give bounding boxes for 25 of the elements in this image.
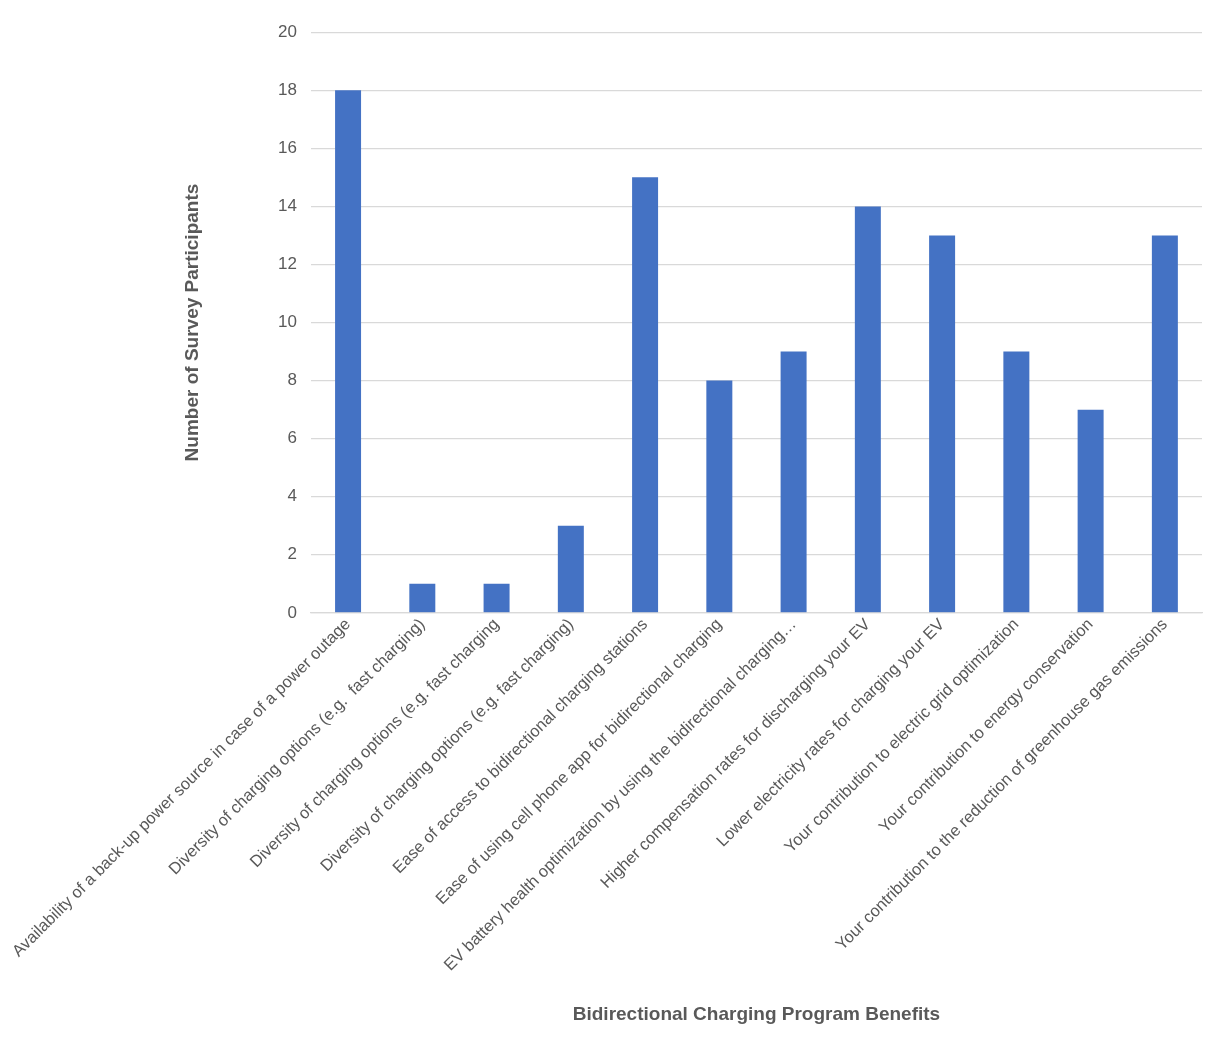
y-tick-label: 12 <box>278 254 297 274</box>
bar <box>632 177 659 613</box>
bar <box>483 583 510 613</box>
bar <box>335 90 362 613</box>
y-tick-label: 14 <box>278 196 297 216</box>
bar <box>1003 351 1030 613</box>
x-axis-title: Bidirectional Charging Program Benefits <box>572 1002 941 1024</box>
bar <box>929 235 956 613</box>
bar <box>1077 409 1104 613</box>
y-tick-label: 18 <box>278 79 297 99</box>
y-tick-label: 4 <box>287 486 297 506</box>
y-tick-label: 16 <box>278 138 297 158</box>
bar <box>409 583 436 613</box>
y-tick-label: 10 <box>278 312 297 332</box>
y-tick-label: 8 <box>287 370 297 390</box>
y-axis-title: Number of Survey Participants <box>180 183 202 462</box>
bar <box>854 206 881 613</box>
y-tick-label: 0 <box>287 602 297 622</box>
bar <box>780 351 807 613</box>
y-tick-label: 2 <box>287 544 297 564</box>
bar <box>1151 235 1178 613</box>
y-tick-label: 20 <box>278 21 297 41</box>
bar <box>706 380 733 613</box>
y-tick-label: 6 <box>287 428 297 448</box>
bar <box>557 525 584 613</box>
